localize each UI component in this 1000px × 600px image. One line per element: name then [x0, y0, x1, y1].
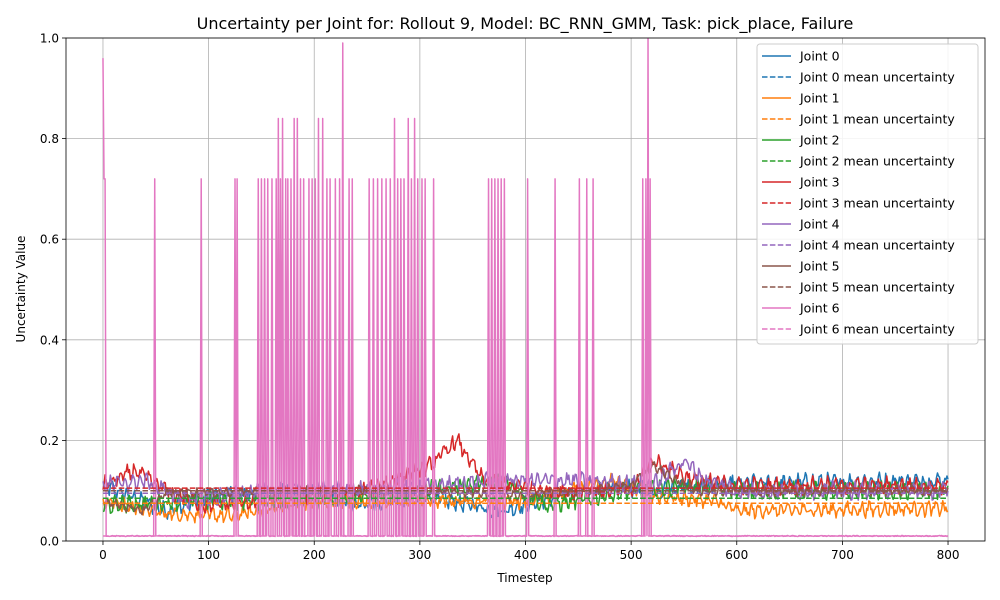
y-tick-label: 0.6	[40, 233, 59, 247]
x-tick-label: 300	[408, 548, 431, 562]
legend: Joint 0 Joint 0 mean uncertainty Joint 1 Jo…	[756, 43, 979, 345]
legend-box	[756, 43, 979, 345]
x-tick-label: 0	[99, 548, 107, 562]
series-line-joint-1	[102, 472, 949, 524]
legend-label: Joint 3 mean uncertainty	[799, 196, 955, 211]
series-lines	[102, 38, 949, 538]
x-tick-label: 700	[831, 548, 854, 562]
x-tick-label: 600	[725, 548, 748, 562]
y-tick-label: 1.0	[40, 32, 59, 46]
legend-label: Joint 2 mean uncertainty	[799, 154, 955, 169]
legend-label: Joint 4 mean uncertainty	[799, 238, 955, 253]
legend-label: Joint 5	[799, 259, 840, 274]
legend-label: Joint 0	[799, 49, 840, 64]
legend-label: Joint 1	[799, 91, 840, 106]
legend-label: Joint 6	[799, 301, 840, 316]
y-tick-label: 0.0	[40, 535, 59, 549]
x-tick-label: 200	[303, 548, 326, 562]
y-axis-label: Uncertainty Value	[14, 236, 28, 343]
x-tick-label: 500	[620, 548, 643, 562]
legend-label: Joint 5 mean uncertainty	[799, 280, 955, 295]
y-tick-label: 0.2	[40, 434, 59, 448]
chart-title: Uncertainty per Joint for: Rollout 9, Mo…	[197, 14, 854, 34]
y-tick-label: 0.8	[40, 132, 59, 146]
legend-label: Joint 0 mean uncertainty	[799, 70, 955, 85]
legend-label: Joint 1 mean uncertainty	[799, 112, 955, 127]
x-tick-label: 800	[937, 548, 960, 562]
y-tick-label: 0.4	[40, 333, 59, 347]
x-tick-label: 400	[514, 548, 537, 562]
legend-label: Joint 2	[799, 133, 840, 148]
legend-label: Joint 6 mean uncertainty	[799, 322, 955, 337]
x-axis-label: Timestep	[496, 571, 552, 585]
legend-label: Joint 4	[799, 217, 840, 232]
legend-label: Joint 3	[799, 175, 840, 190]
x-tick-label: 100	[197, 548, 220, 562]
